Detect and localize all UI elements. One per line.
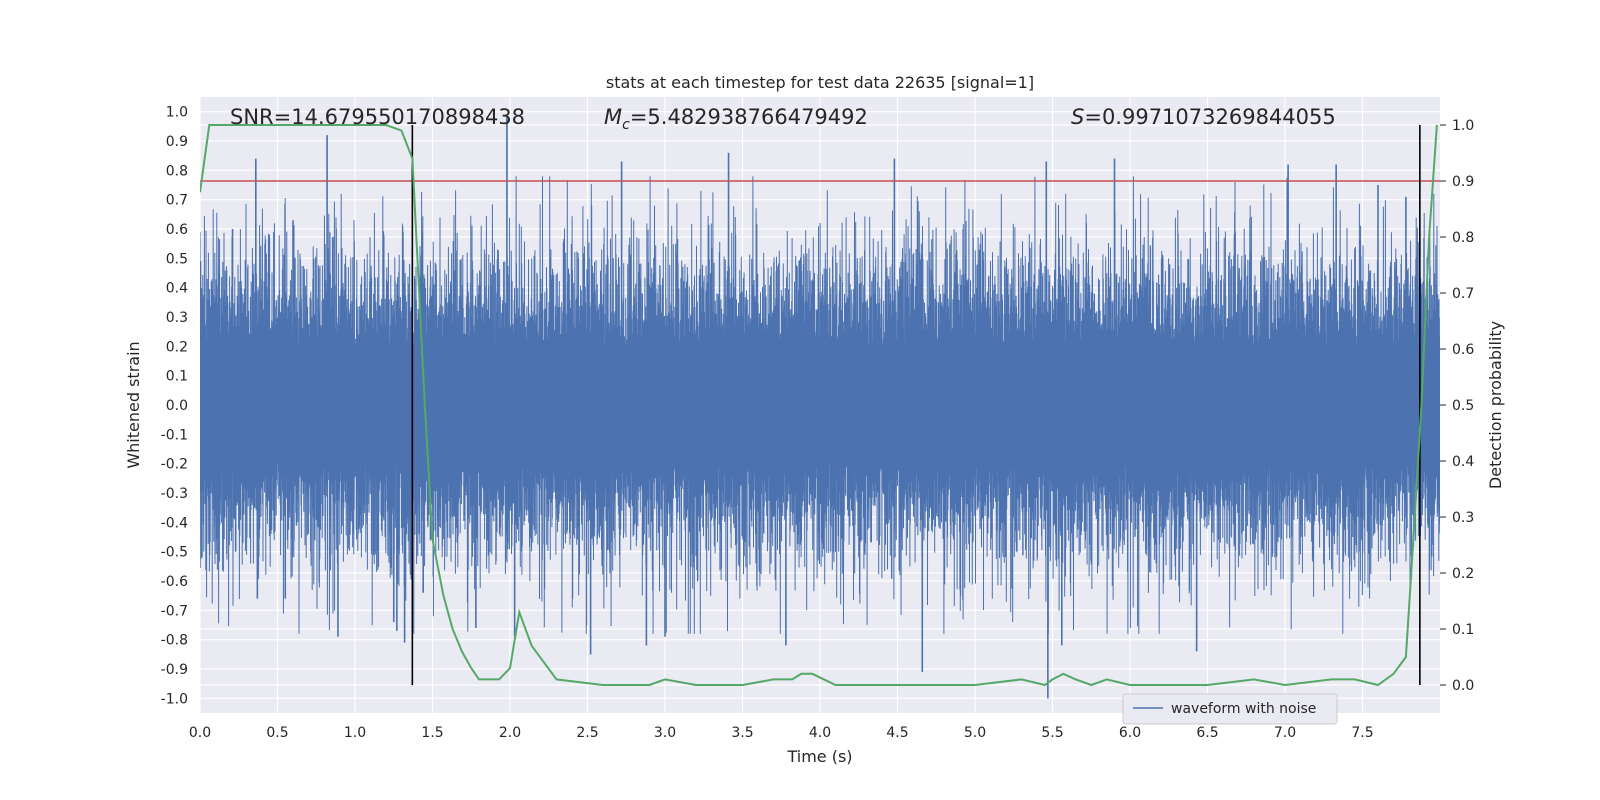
x-tick-label: 5.0 [964,725,986,741]
x-tick-label: 7.5 [1351,725,1373,741]
y-left-tick-label: 0.7 [166,193,188,209]
y-left-tick-label: -0.2 [161,457,188,473]
x-tick-label: 0.5 [266,725,288,741]
y-right-axis-ticks: 0.0 0.1 0.2 0.3 0.4 0.5 0.6 0.7 0.8 0.9 1.0 [1440,118,1474,694]
score-symbol: S [1071,105,1084,129]
y-left-axis-label: Whitened strain [124,341,143,468]
y-left-tick-label: -0.6 [161,574,188,590]
y-left-tick-label: -0.4 [161,515,188,531]
y-left-tick-label: 0.3 [166,310,188,326]
y-left-tick-label: -0.1 [161,427,188,443]
x-tick-label: 2.5 [576,725,598,741]
y-left-tick-label: -1.0 [161,691,188,707]
y-left-tick-label: -0.9 [161,662,188,678]
y-right-tick-label: 0.6 [1452,342,1474,358]
chirp-mass-symbol: M [604,105,622,129]
x-tick-label: 7.0 [1274,725,1296,741]
legend-box [1122,693,1338,725]
y-left-tick-label: -0.7 [161,603,188,619]
y-left-tick-label: 0.4 [166,281,188,297]
y-left-tick-label: 1.0 [166,105,188,121]
y-right-tick-label: 1.0 [1452,118,1474,134]
y-left-tick-label: 0.5 [166,251,188,267]
x-tick-label: 3.0 [654,725,676,741]
y-left-tick-label: 0.6 [166,222,188,238]
chirp-mass-value: =5.482938766479492 [630,105,868,129]
x-axis-label: Time (s) [786,747,852,766]
x-tick-label: 2.0 [499,725,521,741]
y-left-tick-label: 0.0 [166,398,188,414]
vertical-marker-lines [411,125,1421,685]
legend: waveform with noise [1122,693,1338,725]
score-annotation: S=0.9971073269844055 [1071,105,1336,129]
y-left-tick-label: 0.1 [166,369,188,385]
x-tick-label: 5.5 [1041,725,1063,741]
x-tick-label: 1.5 [421,725,443,741]
series-waveform-with-noise [200,176,1440,634]
x-tick-label: 4.0 [809,725,831,741]
chirp-mass-annotation: Mc=5.482938766479492 [604,105,868,133]
y-left-tick-label: -0.8 [161,633,188,649]
y-left-axis-ticks: -1.0 -0.9 -0.8 -0.7 -0.6 -0.5 -0.4 -0.3 -0.2 -0.1… [161,105,188,708]
y-left-tick-label: 0.8 [166,163,188,179]
y-left-tick-label: -0.5 [161,545,188,561]
y-right-tick-label: 0.5 [1452,398,1474,414]
x-tick-label: 6.0 [1119,725,1141,741]
x-tick-label: 0.0 [189,725,211,741]
waveform-peaks [231,114,1407,699]
series-detection-probability [200,124,1438,687]
y-right-tick-label: 0.0 [1452,678,1474,694]
y-right-tick-label: 0.4 [1452,454,1474,470]
y-left-tick-label: -0.3 [161,486,188,502]
chart-title: stats at each timestep for test data 226… [606,73,1034,92]
y-left-tick-label: 0.2 [166,339,188,355]
x-tick-label: 6.5 [1196,725,1218,741]
y-left-tick-label: 0.9 [166,134,188,150]
y-right-tick-label: 0.2 [1452,566,1474,582]
y-right-tick-label: 0.8 [1452,230,1474,246]
legend-entry-waveform: waveform with noise [1171,701,1316,717]
y-right-tick-label: 0.1 [1452,622,1474,638]
score-value: =0.9971073269844055 [1084,105,1335,129]
y-right-tick-label: 0.9 [1452,174,1474,190]
y-right-tick-label: 0.3 [1452,510,1474,526]
chirp-mass-subscript: c [622,117,630,133]
x-tick-label: 3.5 [731,725,753,741]
y-right-tick-label: 0.7 [1452,286,1474,302]
y-right-axis-label: Detection probability [1486,321,1505,489]
snr-annotation: SNR=14.679550170898438 [230,105,525,129]
x-axis-ticks: 0.0 0.5 1.0 1.5 2.0 2.5 3.0 3.5 4.0 4.5 5.0 5.5 6.0 6… [189,725,1374,741]
x-tick-label: 4.5 [886,725,908,741]
x-tick-label: 1.0 [344,725,366,741]
